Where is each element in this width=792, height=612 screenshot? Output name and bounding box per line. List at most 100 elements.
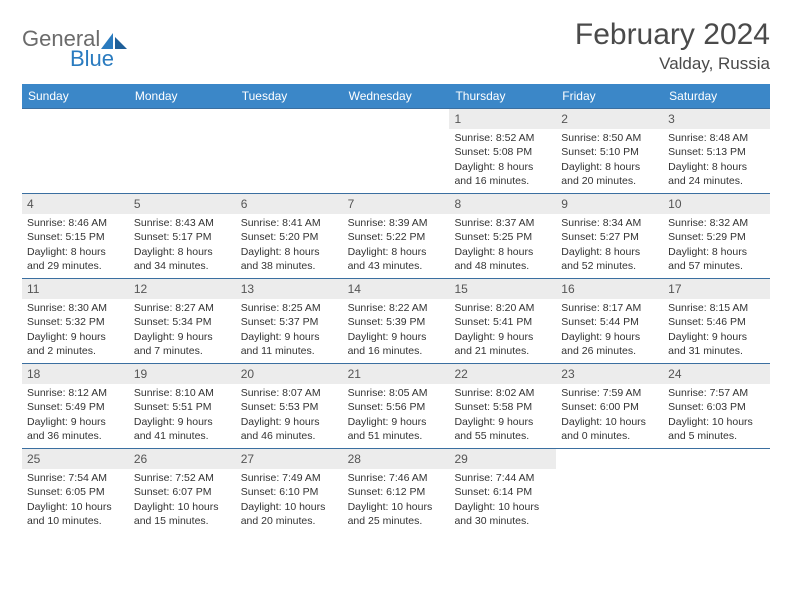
sunset-text: Sunset: 6:07 PM xyxy=(134,485,231,499)
sunrise-text: Sunrise: 8:12 AM xyxy=(27,386,124,400)
sunset-text: Sunset: 5:39 PM xyxy=(348,315,445,329)
day-number: 5 xyxy=(129,194,236,214)
daylight2-text: and 16 minutes. xyxy=(454,174,551,188)
sunset-text: Sunset: 6:03 PM xyxy=(668,400,765,414)
sunset-text: Sunset: 5:27 PM xyxy=(561,230,658,244)
day-number: 18 xyxy=(22,364,129,384)
day-body: Sunrise: 8:17 AMSunset: 5:44 PMDaylight:… xyxy=(556,299,663,362)
daylight2-text: and 24 minutes. xyxy=(668,174,765,188)
daylight2-text: and 11 minutes. xyxy=(241,344,338,358)
empty-cell xyxy=(236,109,343,193)
sunrise-text: Sunrise: 8:10 AM xyxy=(134,386,231,400)
sunset-text: Sunset: 5:46 PM xyxy=(668,315,765,329)
day-body: Sunrise: 8:20 AMSunset: 5:41 PMDaylight:… xyxy=(449,299,556,362)
daylight2-text: and 20 minutes. xyxy=(561,174,658,188)
sunset-text: Sunset: 6:12 PM xyxy=(348,485,445,499)
empty-cell xyxy=(129,109,236,193)
daylight1-text: Daylight: 9 hours xyxy=(348,330,445,344)
sunset-text: Sunset: 6:05 PM xyxy=(27,485,124,499)
month-title: February 2024 xyxy=(575,18,770,52)
sunrise-text: Sunrise: 8:43 AM xyxy=(134,216,231,230)
daylight1-text: Daylight: 8 hours xyxy=(668,245,765,259)
day-number: 11 xyxy=(22,279,129,299)
day-body: Sunrise: 8:41 AMSunset: 5:20 PMDaylight:… xyxy=(236,214,343,277)
day-body: Sunrise: 8:05 AMSunset: 5:56 PMDaylight:… xyxy=(343,384,450,447)
day-body: Sunrise: 8:22 AMSunset: 5:39 PMDaylight:… xyxy=(343,299,450,362)
day-cell: 15Sunrise: 8:20 AMSunset: 5:41 PMDayligh… xyxy=(449,279,556,363)
sunrise-text: Sunrise: 8:30 AM xyxy=(27,301,124,315)
day-body: Sunrise: 8:12 AMSunset: 5:49 PMDaylight:… xyxy=(22,384,129,447)
sunrise-text: Sunrise: 7:46 AM xyxy=(348,471,445,485)
daylight1-text: Daylight: 9 hours xyxy=(27,330,124,344)
day-number: 29 xyxy=(449,449,556,469)
day-body: Sunrise: 8:50 AMSunset: 5:10 PMDaylight:… xyxy=(556,129,663,192)
day-cell: 25Sunrise: 7:54 AMSunset: 6:05 PMDayligh… xyxy=(22,449,129,533)
calendar: SundayMondayTuesdayWednesdayThursdayFrid… xyxy=(22,84,770,533)
sunrise-text: Sunrise: 8:07 AM xyxy=(241,386,338,400)
sunset-text: Sunset: 6:10 PM xyxy=(241,485,338,499)
day-cell: 8Sunrise: 8:37 AMSunset: 5:25 PMDaylight… xyxy=(449,194,556,278)
sunset-text: Sunset: 5:25 PM xyxy=(454,230,551,244)
daylight2-text: and 7 minutes. xyxy=(134,344,231,358)
daylight1-text: Daylight: 8 hours xyxy=(454,245,551,259)
daylight1-text: Daylight: 8 hours xyxy=(561,160,658,174)
day-number: 14 xyxy=(343,279,450,299)
sunset-text: Sunset: 5:32 PM xyxy=(27,315,124,329)
day-number: 7 xyxy=(343,194,450,214)
sunset-text: Sunset: 5:15 PM xyxy=(27,230,124,244)
sunrise-text: Sunrise: 8:17 AM xyxy=(561,301,658,315)
empty-cell xyxy=(343,109,450,193)
day-number: 6 xyxy=(236,194,343,214)
sunset-text: Sunset: 5:20 PM xyxy=(241,230,338,244)
day-cell: 26Sunrise: 7:52 AMSunset: 6:07 PMDayligh… xyxy=(129,449,236,533)
day-number: 10 xyxy=(663,194,770,214)
day-number: 24 xyxy=(663,364,770,384)
sunset-text: Sunset: 6:14 PM xyxy=(454,485,551,499)
weekday-header: Tuesday xyxy=(236,84,343,108)
daylight1-text: Daylight: 9 hours xyxy=(241,330,338,344)
daylight2-text: and 21 minutes. xyxy=(454,344,551,358)
daylight1-text: Daylight: 9 hours xyxy=(454,415,551,429)
sunrise-text: Sunrise: 7:57 AM xyxy=(668,386,765,400)
week-row: 18Sunrise: 8:12 AMSunset: 5:49 PMDayligh… xyxy=(22,363,770,448)
sunset-text: Sunset: 5:58 PM xyxy=(454,400,551,414)
sunrise-text: Sunrise: 8:46 AM xyxy=(27,216,124,230)
day-cell: 13Sunrise: 8:25 AMSunset: 5:37 PMDayligh… xyxy=(236,279,343,363)
sunset-text: Sunset: 5:51 PM xyxy=(134,400,231,414)
day-number: 13 xyxy=(236,279,343,299)
day-body: Sunrise: 8:43 AMSunset: 5:17 PMDaylight:… xyxy=(129,214,236,277)
daylight1-text: Daylight: 8 hours xyxy=(348,245,445,259)
day-body: Sunrise: 8:39 AMSunset: 5:22 PMDaylight:… xyxy=(343,214,450,277)
weekday-header-row: SundayMondayTuesdayWednesdayThursdayFrid… xyxy=(22,84,770,108)
day-cell: 19Sunrise: 8:10 AMSunset: 5:51 PMDayligh… xyxy=(129,364,236,448)
daylight2-text: and 52 minutes. xyxy=(561,259,658,273)
weekday-header: Thursday xyxy=(449,84,556,108)
sunset-text: Sunset: 5:22 PM xyxy=(348,230,445,244)
weekday-header: Friday xyxy=(556,84,663,108)
day-number: 20 xyxy=(236,364,343,384)
sunrise-text: Sunrise: 7:54 AM xyxy=(27,471,124,485)
sunrise-text: Sunrise: 8:34 AM xyxy=(561,216,658,230)
day-number: 15 xyxy=(449,279,556,299)
daylight1-text: Daylight: 9 hours xyxy=(241,415,338,429)
daylight2-text: and 26 minutes. xyxy=(561,344,658,358)
day-number: 4 xyxy=(22,194,129,214)
daylight2-text: and 31 minutes. xyxy=(668,344,765,358)
weekday-header: Monday xyxy=(129,84,236,108)
sunset-text: Sunset: 5:37 PM xyxy=(241,315,338,329)
daylight1-text: Daylight: 10 hours xyxy=(561,415,658,429)
day-body: Sunrise: 7:57 AMSunset: 6:03 PMDaylight:… xyxy=(663,384,770,447)
daylight2-text: and 46 minutes. xyxy=(241,429,338,443)
day-body: Sunrise: 8:37 AMSunset: 5:25 PMDaylight:… xyxy=(449,214,556,277)
sunrise-text: Sunrise: 7:59 AM xyxy=(561,386,658,400)
day-cell: 28Sunrise: 7:46 AMSunset: 6:12 PMDayligh… xyxy=(343,449,450,533)
daylight1-text: Daylight: 8 hours xyxy=(561,245,658,259)
day-cell: 27Sunrise: 7:49 AMSunset: 6:10 PMDayligh… xyxy=(236,449,343,533)
day-number: 26 xyxy=(129,449,236,469)
day-cell: 7Sunrise: 8:39 AMSunset: 5:22 PMDaylight… xyxy=(343,194,450,278)
day-cell: 10Sunrise: 8:32 AMSunset: 5:29 PMDayligh… xyxy=(663,194,770,278)
daylight1-text: Daylight: 9 hours xyxy=(561,330,658,344)
daylight2-text: and 10 minutes. xyxy=(27,514,124,528)
week-row: 11Sunrise: 8:30 AMSunset: 5:32 PMDayligh… xyxy=(22,278,770,363)
daylight1-text: Daylight: 9 hours xyxy=(134,415,231,429)
